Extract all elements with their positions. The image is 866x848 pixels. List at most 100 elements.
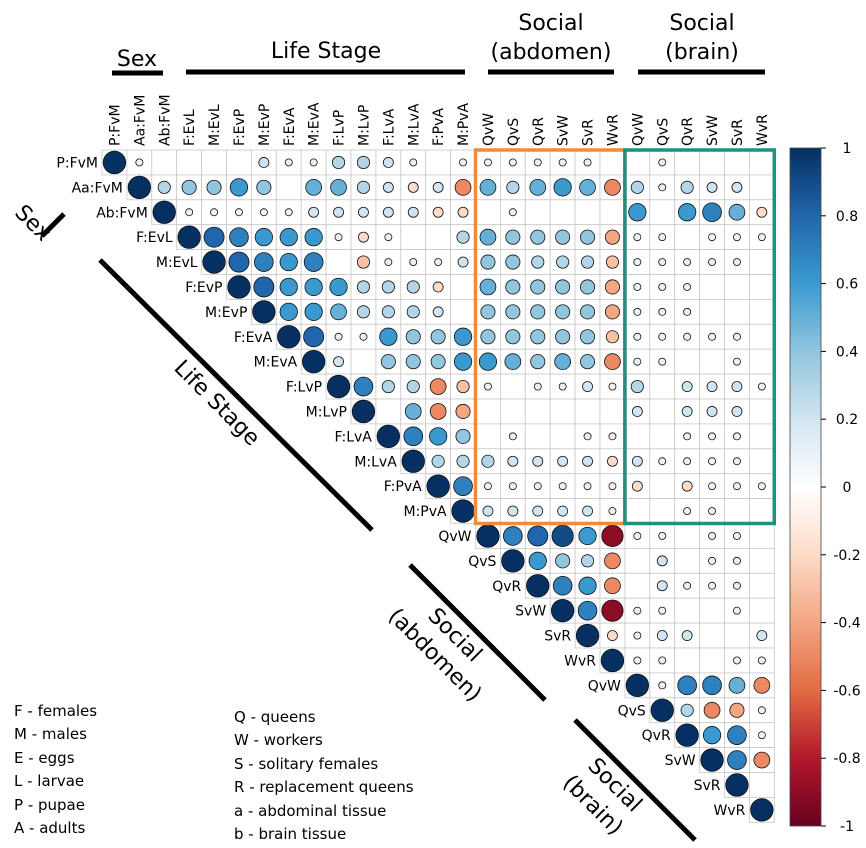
legend-item: F - females [14,702,98,720]
correlation-circle [633,606,642,615]
correlation-circle [683,332,692,341]
correlation-circle [601,599,624,622]
colorbar-tick-label: 0.6 [836,277,858,293]
correlation-circle [680,180,694,194]
correlation-circle [303,326,325,348]
correlation-circle [554,353,572,370]
correlation-circle [708,507,717,516]
correlation-circle [258,157,270,168]
column-label: F:EvL [182,109,198,146]
correlation-circle [732,432,741,441]
correlation-circle [750,798,774,822]
correlation-circle [351,399,376,424]
column-label: P:FvM [107,104,123,146]
correlation-circle [401,449,425,473]
group-bar-social-brain-diag [573,718,697,842]
correlation-circle [708,581,717,590]
matrix-cell [450,274,476,300]
correlation-circle [530,229,546,245]
matrix-cell [699,274,725,300]
group-bar-sex-diag [40,212,66,238]
correlation-circle [253,276,275,298]
correlation-circle [607,630,618,641]
correlation-circle [453,476,473,496]
correlation-circle [406,379,420,394]
correlation-circle [407,206,419,218]
correlation-circle [681,480,693,492]
correlation-circle [555,553,571,569]
legend-item: a - abdominal tissue [234,801,387,820]
correlation-circle [631,480,643,492]
correlation-circle [330,303,347,321]
correlation-circle [757,382,766,391]
colorbar-tick-label: -0.4 [833,616,860,632]
correlation-circle [206,179,222,195]
correlation-circle [608,382,617,391]
correlation-circle [303,252,324,272]
correlation-circle [731,181,743,193]
correlation-circle [426,474,450,498]
correlation-circle [757,482,766,491]
correlation-circle [757,656,766,665]
correlation-circle [631,455,643,467]
correlation-circle [700,748,724,772]
correlation-circle [580,329,596,345]
correlation-circle [334,332,343,341]
correlation-circle [625,673,649,697]
correlation-circle [604,353,621,370]
correlation-circle [575,623,600,648]
colorbar: 1 0.8 0.6 0.4 0.2 0 -0.2 -0.4 -0.6 -0.8 -1 [789,141,861,835]
row-label: QvW [438,529,471,545]
correlation-circle [633,258,642,267]
correlation-circle [728,676,746,694]
correlation-circle [577,600,598,621]
correlation-circle [507,505,519,517]
correlation-circle [203,226,225,248]
correlation-circle [279,277,298,297]
matrix-cell [599,199,626,226]
correlation-circle [605,330,620,344]
colorbar-tick-label: 0.8 [836,209,858,225]
matrix-cell [450,298,476,325]
correlation-circle [555,279,571,295]
correlation-circle [381,305,395,319]
correlation-circle [680,703,694,717]
column-label: QvR [680,117,696,146]
matrix-cell [699,348,725,375]
correlation-circle [481,454,495,468]
correlation-circle [526,574,550,598]
column-label: F:LvP [332,110,348,146]
legend-right: Q - queens W - workers S - solitary fema… [234,706,414,846]
row-label: M:PvA [403,504,447,520]
correlation-circle [708,233,717,242]
correlation-circle [356,155,371,170]
correlation-circle [505,304,521,320]
correlation-circle [658,183,667,192]
correlation-circle [732,233,741,242]
correlation-circle [382,206,394,218]
correlation-circle [333,206,344,218]
column-label: QvS [506,118,522,146]
correlation-circle [432,306,444,318]
correlation-circle [403,426,424,447]
correlation-circle [580,554,595,568]
row-label: F:LvP [286,380,322,396]
column-label: M:EvA [307,102,323,146]
correlation-circle [508,432,517,441]
correlation-circle [732,457,741,466]
matrix-cell [749,174,775,201]
row-label: QvW [588,678,621,694]
correlation-circle [650,698,674,722]
matrix-cell [649,373,676,400]
correlation-circle [505,279,521,295]
column-label: M:LvP [356,105,372,146]
correlation-circle [379,327,398,346]
matrix-cell [699,597,725,624]
correlation-circle [583,158,592,167]
correlation-circle [601,524,624,548]
correlation-circle [607,455,618,467]
correlation-circle [604,577,621,595]
correlation-circle [404,403,422,420]
correlation-circle [732,258,741,267]
matrix-cell [749,572,775,599]
